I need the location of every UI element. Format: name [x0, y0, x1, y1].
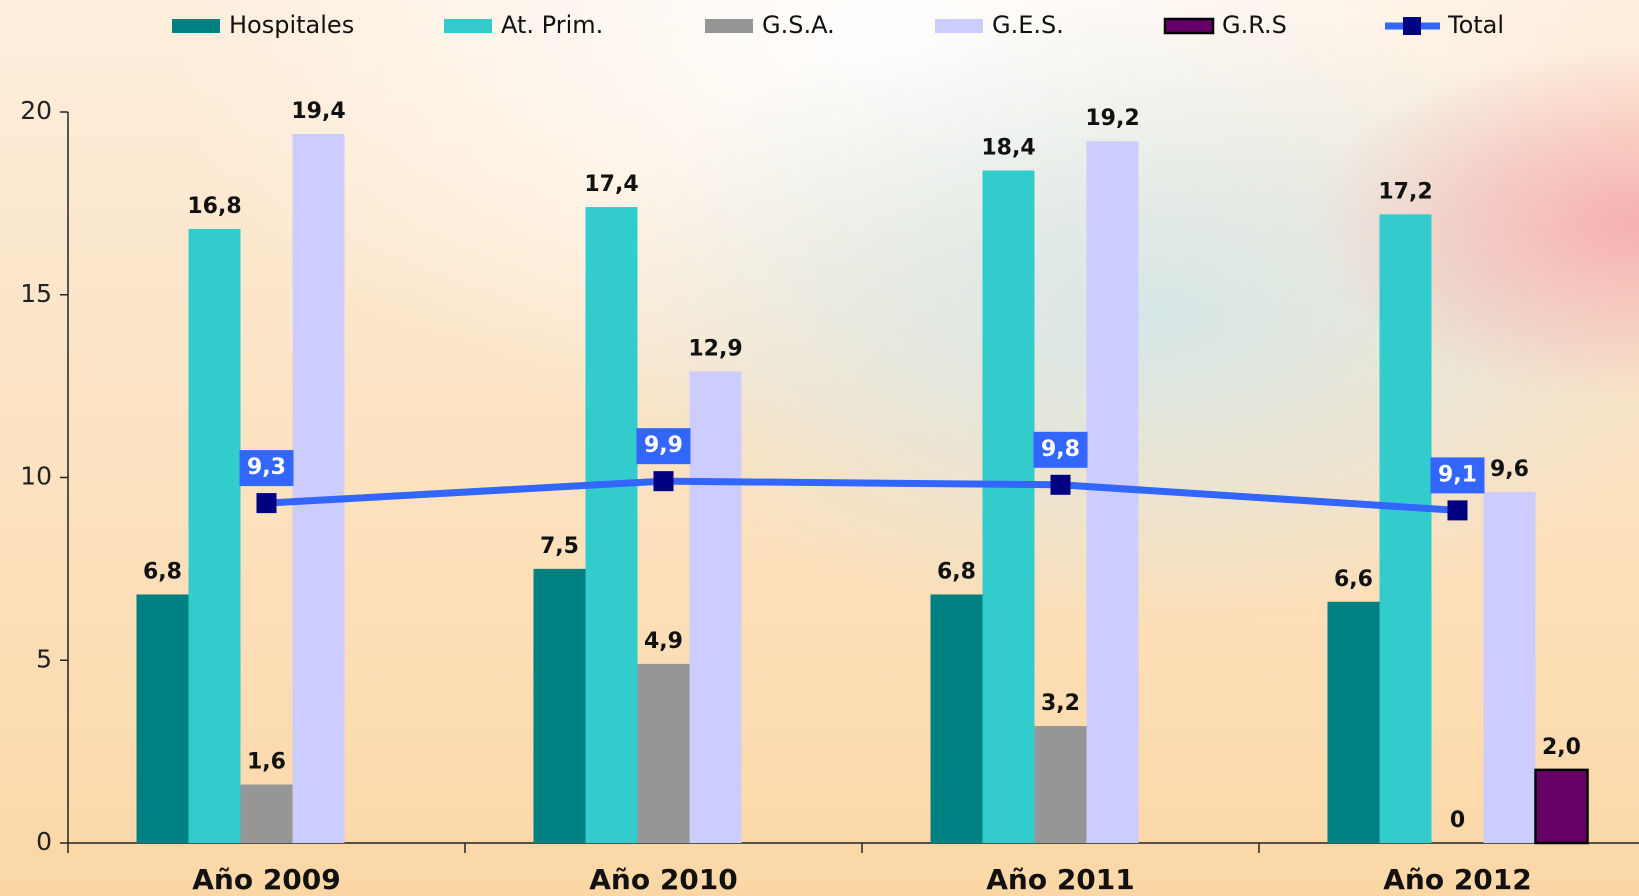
line [266, 477, 1458, 514]
bar [1483, 492, 1536, 843]
legend-swatch [1163, 17, 1215, 35]
bar [240, 784, 293, 843]
data-label: 4,9 [644, 629, 683, 654]
legend-swatch [935, 19, 983, 33]
x-tick-label: Año 2009 [192, 863, 341, 896]
legend-label: G.R.S [1222, 11, 1287, 39]
line-marker [256, 493, 277, 514]
bar [689, 371, 742, 843]
y-tick-label: 10 [20, 462, 52, 491]
data-label: 9,8 [1041, 437, 1080, 462]
data-label: 9,9 [644, 433, 683, 458]
data-label: 9,6 [1490, 457, 1529, 482]
bar [1034, 726, 1087, 843]
legend-swatch [172, 19, 220, 33]
data-label: 17,4 [584, 172, 638, 197]
x-tick-label: Año 2010 [589, 863, 738, 896]
bar [533, 568, 586, 843]
data-label: 12,9 [688, 337, 742, 362]
legend-label: G.S.A. [762, 11, 835, 39]
legend-label: Hospitales [229, 11, 354, 39]
data-label-box [636, 428, 691, 465]
legend-swatch [444, 19, 492, 33]
bar [1534, 768, 1589, 845]
data-label-box [1430, 457, 1485, 494]
line-marker [653, 471, 674, 492]
legend-marker [1403, 17, 1421, 35]
x-tick-label: Año 2011 [986, 863, 1135, 896]
bar [585, 207, 638, 843]
legend-label: At. Prim. [501, 11, 603, 39]
data-label: 9,1 [1438, 462, 1477, 487]
y-tick-label: 5 [36, 644, 52, 673]
y-tick-label: 0 [36, 827, 52, 856]
legend-label: G.E.S. [992, 11, 1064, 39]
data-label: 1,6 [247, 750, 286, 775]
bar [982, 170, 1035, 844]
legend-label: Total [1447, 11, 1504, 39]
line-marker [1050, 474, 1071, 495]
bar [292, 133, 345, 843]
bar [188, 228, 241, 843]
data-label-box [239, 450, 294, 487]
data-label: 9,3 [247, 455, 286, 480]
data-label: 16,8 [187, 194, 241, 219]
data-label: 18,4 [981, 135, 1035, 160]
legend-swatch [705, 19, 753, 33]
y-tick-label: 15 [20, 279, 52, 308]
bar [136, 594, 189, 843]
data-label: 19,4 [291, 99, 345, 124]
line-marker [1447, 500, 1468, 521]
x-tick-label: Año 2012 [1383, 863, 1532, 896]
data-label: 6,8 [143, 559, 182, 584]
data-label: 3,2 [1041, 691, 1080, 716]
y-tick-label: 20 [20, 96, 52, 125]
data-label-box [1033, 431, 1088, 468]
data-label: 19,2 [1085, 106, 1139, 131]
bar [637, 663, 690, 843]
data-label: 17,2 [1378, 179, 1432, 204]
data-label: 0 [1450, 808, 1465, 833]
data-label: 7,5 [540, 534, 579, 559]
bar [1379, 214, 1432, 844]
bar [930, 594, 983, 843]
data-label: 6,8 [937, 559, 976, 584]
data-label: 2,0 [1542, 735, 1581, 760]
bar [1327, 601, 1380, 843]
data-label: 6,6 [1334, 567, 1373, 592]
